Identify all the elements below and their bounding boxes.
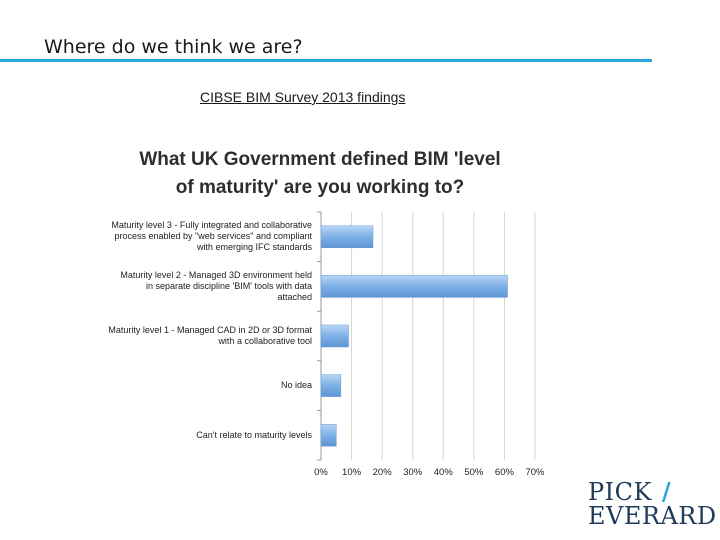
bar [320,225,374,249]
company-logo: PICK / EVERARD [588,477,717,530]
category-label: No idea [87,380,312,391]
category-label: Maturity level 2 - Managed 3D environmen… [87,270,312,303]
category-label-line: Maturity level 2 - Managed 3D environmen… [120,269,312,280]
slide-title: Where do we think we are? [44,36,303,58]
category-label-line: Maturity level 3 - Fully integrated and … [111,220,312,231]
category-label-line: Maturity level 1 - Managed CAD in 2D or … [108,325,312,335]
category-label-line: process enabled by "web services" and co… [114,231,313,242]
category-label: Maturity level 3 - Fully integrated and … [87,220,312,253]
category-label-line: with emerging IFC standards [196,242,312,253]
chart-title-line-1: What UK Government defined BIM 'level [139,149,501,170]
category-label: Can't relate to maturity levels [87,430,312,441]
chart-title-line-2: of maturity' are you working to? [175,177,465,198]
logo-slash: / [661,477,672,506]
category-label-line: No idea [280,380,312,391]
category-label-line: attached [277,291,312,302]
x-tick-label: 10% [342,467,362,478]
bar [320,275,508,298]
slide-subtitle: CIBSE BIM Survey 2013 findings [200,89,406,105]
x-tick-label: 20% [372,467,392,478]
bar [320,374,342,397]
category-label-line: in separate discipline 'BIM' tools with … [145,280,312,291]
x-tick-label: 50% [464,467,484,478]
x-tick-label: 70% [525,467,545,478]
category-label-line: with a collaborative tool [218,336,312,346]
x-tick-label: 0% [314,467,328,478]
category-label-line: Can't relate to maturity levels [196,429,312,440]
logo-line-2: EVERARD [588,502,717,530]
bar [320,324,349,348]
x-tick-label: 60% [494,467,514,478]
x-tick-label: 40% [433,467,453,478]
chart-title: What UK Government defined BIM 'level of… [120,146,520,202]
x-tick-label: 30% [403,467,423,478]
category-label: Maturity level 1 - Managed CAD in 2D or … [87,325,312,347]
title-rule [0,59,652,62]
bar [320,423,337,447]
logo-line-1: PICK [588,478,652,506]
